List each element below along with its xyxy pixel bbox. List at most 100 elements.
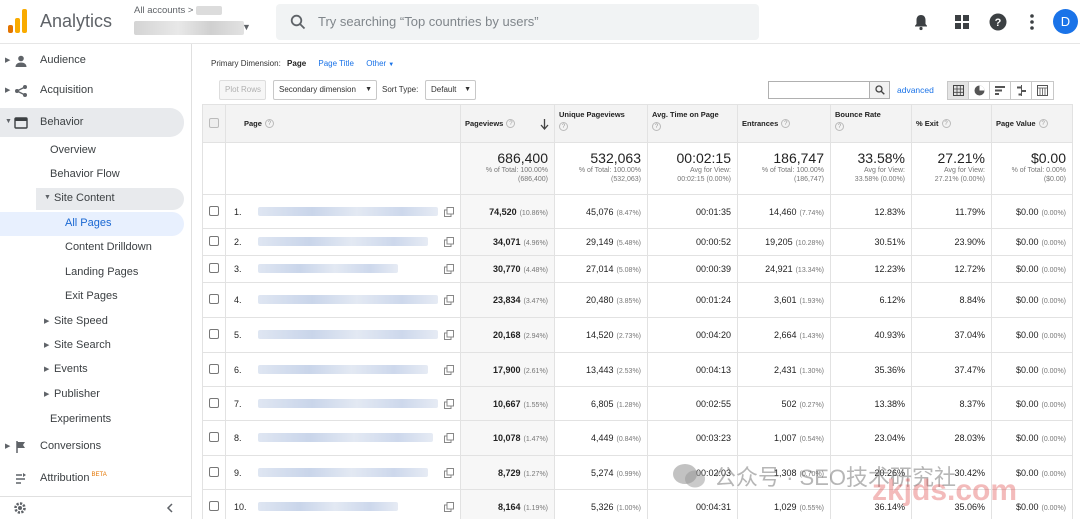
help-icon[interactable]: ?: [652, 122, 661, 131]
sidebar-item-attribution[interactable]: Attribution BETA: [0, 467, 192, 491]
comparison-view-icon[interactable]: [1011, 82, 1032, 99]
page-path-redacted[interactable]: [258, 206, 438, 216]
search-input[interactable]: Try searching “Top countries by users”: [318, 14, 539, 29]
column-header-page[interactable]: Page?: [225, 104, 461, 143]
table-row[interactable]: 8. 10,078 (1.47%) 4,449 (0.84%) 00:03:23 1,007…: [202, 420, 1073, 456]
open-page-external-icon[interactable]: [444, 364, 454, 375]
open-page-external-icon[interactable]: [444, 433, 454, 443]
column-header-entrances[interactable]: Entrances?: [737, 104, 831, 143]
table-row[interactable]: 6. 17,900 (2.61%) 13,443 (2.53%) 00:04:13 2,43…: [202, 352, 1073, 387]
sidebar-item-behavior-flow[interactable]: Behavior Flow: [0, 164, 184, 186]
open-page-external-icon[interactable]: [444, 206, 454, 217]
row-checkbox[interactable]: [209, 294, 219, 304]
page-path-redacted[interactable]: [258, 237, 428, 246]
table-view-icon[interactable]: [948, 82, 969, 99]
pivot-view-icon[interactable]: [1032, 82, 1053, 99]
more-vert-icon[interactable]: [1022, 12, 1042, 32]
table-row[interactable]: 7. 10,667 (1.55%) 6,805 (1.28%) 00:02:55 502 (0…: [202, 386, 1073, 421]
table-row[interactable]: 10. 8,164 (1.19%) 5,326 (1.00%) 00:04:31 1,029…: [202, 489, 1073, 519]
column-header-avg-time-on-page[interactable]: Avg. Time on Page?: [647, 104, 738, 143]
row-checkbox[interactable]: [209, 466, 219, 477]
user-avatar[interactable]: D: [1053, 9, 1078, 34]
row-checkbox[interactable]: [209, 397, 219, 408]
open-page-external-icon[interactable]: [444, 467, 454, 478]
help-icon[interactable]: ?: [506, 119, 516, 129]
sidebar-item-events[interactable]: ▶ Events: [36, 359, 184, 381]
analytics-logo-icon[interactable]: [8, 9, 28, 33]
help-icon[interactable]: ?: [264, 119, 274, 129]
sidebar-item-behavior[interactable]: ▼ Behavior: [0, 108, 184, 137]
help-icon[interactable]: ?: [941, 119, 951, 129]
sort-desc-arrow-icon[interactable]: [540, 119, 549, 130]
row-checkbox[interactable]: [209, 500, 219, 511]
table-row[interactable]: 5. 20,168 (2.94%) 14,520 (2.73%) 00:04:20 2,66…: [202, 317, 1073, 353]
sidebar-item-site-search[interactable]: ▶ Site Search: [36, 335, 184, 357]
column-header-bounce-rate[interactable]: Bounce Rate?: [830, 104, 912, 143]
open-page-external-icon[interactable]: [444, 330, 454, 340]
page-path-redacted[interactable]: [258, 501, 398, 511]
help-icon[interactable]: ?: [1038, 119, 1048, 129]
page-path-redacted[interactable]: [258, 364, 428, 374]
secondary-dimension-select[interactable]: Secondary dimension ▼: [273, 80, 377, 100]
help-icon[interactable]: ?: [988, 12, 1008, 32]
column-header-pageviews[interactable]: Pageviews?: [460, 104, 555, 143]
table-filter-search-button[interactable]: [869, 82, 889, 98]
page-cell[interactable]: 5.: [225, 317, 461, 353]
open-page-external-icon[interactable]: [444, 398, 454, 409]
table-filter-input[interactable]: [768, 81, 890, 99]
column-header-exit[interactable]: % Exit?: [911, 104, 992, 143]
row-checkbox[interactable]: [209, 329, 219, 339]
pie-view-icon[interactable]: [969, 82, 990, 99]
page-path-redacted[interactable]: [258, 467, 428, 477]
table-row[interactable]: 1. 74,520 (10.86%) 45,076 (8.47%) 00:01:35 14,…: [202, 194, 1073, 229]
help-icon[interactable]: ?: [781, 119, 791, 129]
notifications-bell-icon[interactable]: [911, 12, 931, 32]
page-path-redacted[interactable]: [258, 433, 433, 442]
sidebar-item-content-drilldown[interactable]: Content Drilldown: [0, 237, 184, 259]
help-icon[interactable]: ?: [559, 122, 568, 131]
sidebar-item-exit-pages[interactable]: Exit Pages: [0, 286, 184, 308]
apps-grid-icon[interactable]: [952, 12, 972, 32]
page-path-redacted[interactable]: [258, 398, 438, 408]
help-icon[interactable]: ?: [835, 122, 844, 131]
dimension-other-link[interactable]: Other: [366, 59, 387, 68]
collapse-sidebar-chevron-icon[interactable]: [165, 503, 175, 513]
sidebar-item-overview[interactable]: Overview: [0, 140, 184, 162]
table-row[interactable]: 4. 23,834 (3.47%) 20,480 (3.85%) 00:01:24 3,60…: [202, 282, 1073, 318]
page-path-redacted[interactable]: [258, 330, 438, 339]
column-header-unique-pageviews[interactable]: Unique Pageviews?: [554, 104, 648, 143]
view-selector-redacted[interactable]: [134, 21, 244, 35]
page-cell[interactable]: 9.: [225, 455, 461, 490]
page-path-redacted[interactable]: [258, 264, 398, 273]
row-checkbox[interactable]: [209, 236, 219, 246]
sidebar-item-audience[interactable]: ▶ Audience: [0, 49, 192, 73]
other-caret-icon[interactable]: ▼: [388, 62, 395, 68]
gear-icon[interactable]: [13, 501, 27, 515]
open-page-external-icon[interactable]: [444, 501, 454, 512]
account-label[interactable]: All accounts >: [134, 5, 194, 16]
plot-rows-button[interactable]: Plot Rows: [219, 80, 266, 100]
app-brand[interactable]: Analytics: [40, 11, 113, 31]
page-cell[interactable]: 10.: [225, 489, 461, 519]
row-checkbox[interactable]: [209, 263, 219, 273]
row-checkbox[interactable]: [209, 363, 219, 374]
open-page-external-icon[interactable]: [444, 264, 454, 274]
page-cell[interactable]: 2.: [225, 228, 461, 256]
performance-view-icon[interactable]: [990, 82, 1011, 99]
search-box[interactable]: Try searching “Top countries by users”: [276, 4, 759, 40]
sidebar-item-site-speed[interactable]: ▶ Site Speed: [36, 311, 184, 333]
sidebar-item-conversions[interactable]: ▶ Conversions: [0, 435, 192, 459]
page-cell[interactable]: 4.: [225, 282, 461, 318]
page-path-redacted[interactable]: [258, 295, 438, 304]
sidebar-item-acquisition[interactable]: ▶ Acquisition: [0, 79, 192, 103]
open-page-external-icon[interactable]: [444, 237, 454, 247]
sidebar-item-publisher[interactable]: ▶ Publisher: [36, 384, 184, 406]
sidebar-item-landing-pages[interactable]: Landing Pages: [0, 262, 184, 284]
table-row[interactable]: 9. 8,729 (1.27%) 5,274 (0.99%) 00:02:03 1,308(…: [202, 455, 1073, 490]
column-header-page-value[interactable]: Page Value?: [991, 104, 1073, 143]
page-cell[interactable]: 7.: [225, 386, 461, 421]
select-all-checkbox[interactable]: [209, 117, 219, 128]
sidebar-item-site-content[interactable]: ▼ Site Content: [36, 188, 184, 210]
sidebar-item-experiments[interactable]: Experiments: [0, 409, 184, 431]
sort-type-select[interactable]: Default ▼: [425, 80, 476, 100]
